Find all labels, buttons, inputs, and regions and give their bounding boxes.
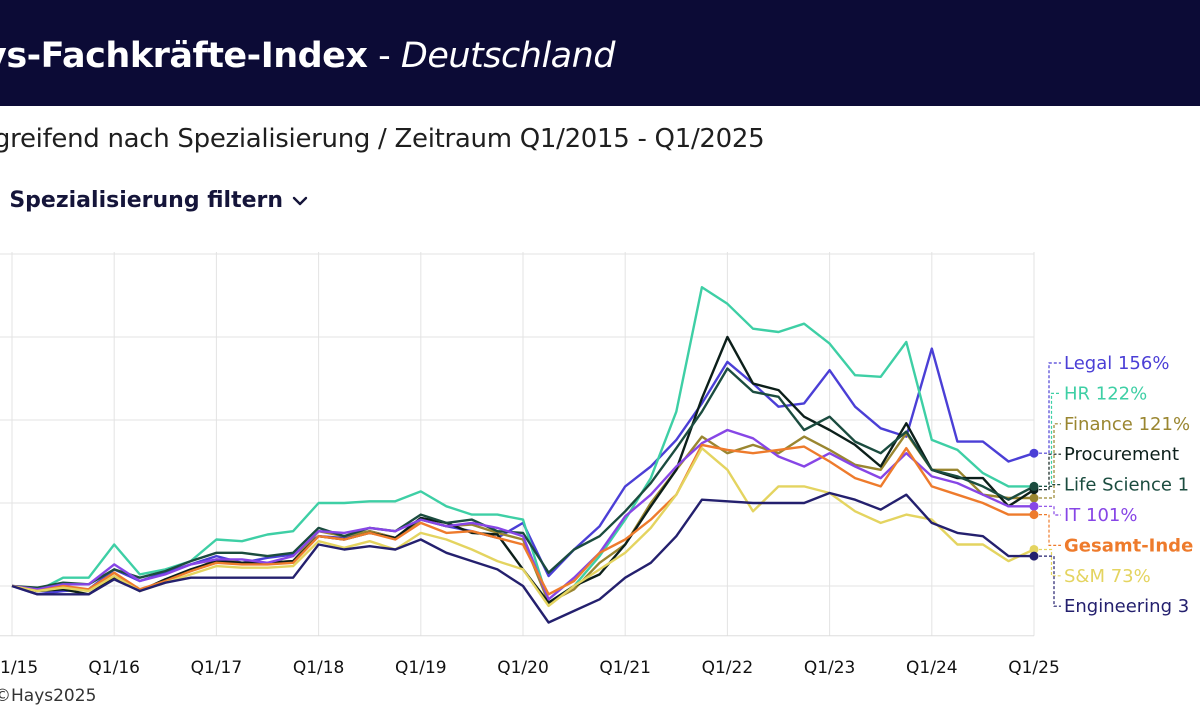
end-markers — [1029, 448, 1039, 561]
legend-connectors — [1034, 362, 1061, 607]
header-bar: ys-Fachkräfte-Index - Deutschland — [0, 0, 1200, 106]
x-tick-label-6: Q1/21 — [599, 658, 651, 678]
x-tick-label-0: 1/15 — [0, 658, 38, 678]
series-line-7 — [11, 446, 1035, 608]
x-tick-label-4: Q1/19 — [395, 658, 447, 678]
end-marker-4 — [1029, 481, 1039, 491]
x-tick-label-2: Q1/17 — [191, 658, 243, 678]
end-marker-2 — [1029, 493, 1039, 503]
x-tick-label-7: Q1/22 — [702, 658, 754, 678]
chart-series-lines — [11, 286, 1035, 624]
legend-connector-0 — [1034, 362, 1061, 454]
x-tick-label-1: Q1/16 — [88, 658, 140, 678]
legend-connector-3 — [1034, 453, 1061, 491]
chart-grid — [0, 252, 1035, 637]
legend-connector-7 — [1034, 548, 1061, 577]
end-marker-5 — [1029, 501, 1039, 511]
series-line-4 — [11, 367, 1035, 589]
series-line-6 — [11, 443, 1034, 596]
title-separator: - — [367, 36, 401, 76]
end-marker-7 — [1029, 544, 1039, 554]
series-line-8 — [11, 491, 1034, 624]
page-title: ys-Fachkräfte-Index - Deutschland — [0, 36, 616, 76]
chart-subtitle: rgreifend nach Spezialisierung / Zeitrau… — [0, 124, 765, 154]
specialization-filter-dropdown[interactable]: n Spezialisierung filtern — [0, 188, 309, 213]
line-chart: Legal 156% HR 122% Finance 121% Procurement… — [0, 252, 1193, 678]
series-line-5 — [11, 428, 1034, 601]
filter-label: n Spezialisierung filtern — [0, 188, 284, 213]
x-tick-label-9: Q1/24 — [906, 658, 958, 678]
legend: Legal 156% HR 122% Finance 121% Procurement… — [1064, 353, 1193, 617]
title-region: Deutschland — [400, 36, 616, 76]
legend-label-5: IT 101% — [1064, 505, 1138, 526]
legend-label-8: Engineering 3 — [1064, 596, 1189, 617]
x-tick-label-10: Q1/25 — [1008, 658, 1060, 678]
legend-connector-1 — [1034, 392, 1061, 487]
legend-label-2: Finance 121% — [1064, 414, 1190, 435]
legend-label-1: HR 122% — [1064, 383, 1147, 404]
chevron-down-icon — [292, 196, 308, 206]
legend-label-0: Legal 156% — [1064, 353, 1169, 374]
legend-connector-5 — [1034, 505, 1061, 516]
x-tick-label-8: Q1/23 — [804, 658, 856, 678]
x-tick-label-5: Q1/20 — [497, 658, 549, 678]
title-main: ys-Fachkräfte-Index — [0, 36, 368, 76]
legend-label-7: S&M 73% — [1064, 566, 1151, 587]
legend-label-4: Life Science 1 — [1064, 475, 1189, 496]
x-tick-label-3: Q1/18 — [293, 658, 345, 678]
legend-label-6: Gesamt-Inde — [1064, 535, 1193, 556]
copyright-note: ©Hays2025 — [0, 686, 97, 706]
x-axis-ticks: 1/15 Q1/16 Q1/17 Q1/18 Q1/19 Q1/20 Q1/21 Q1/22 Q… — [0, 658, 1060, 678]
legend-connector-2 — [1034, 423, 1061, 499]
end-marker-8 — [1029, 551, 1039, 561]
end-marker-0 — [1029, 448, 1039, 458]
end-marker-6 — [1029, 510, 1039, 520]
legend-label-3: Procurement — [1064, 444, 1179, 465]
legend-connector-6 — [1034, 514, 1061, 546]
legend-connector-8 — [1034, 555, 1061, 607]
